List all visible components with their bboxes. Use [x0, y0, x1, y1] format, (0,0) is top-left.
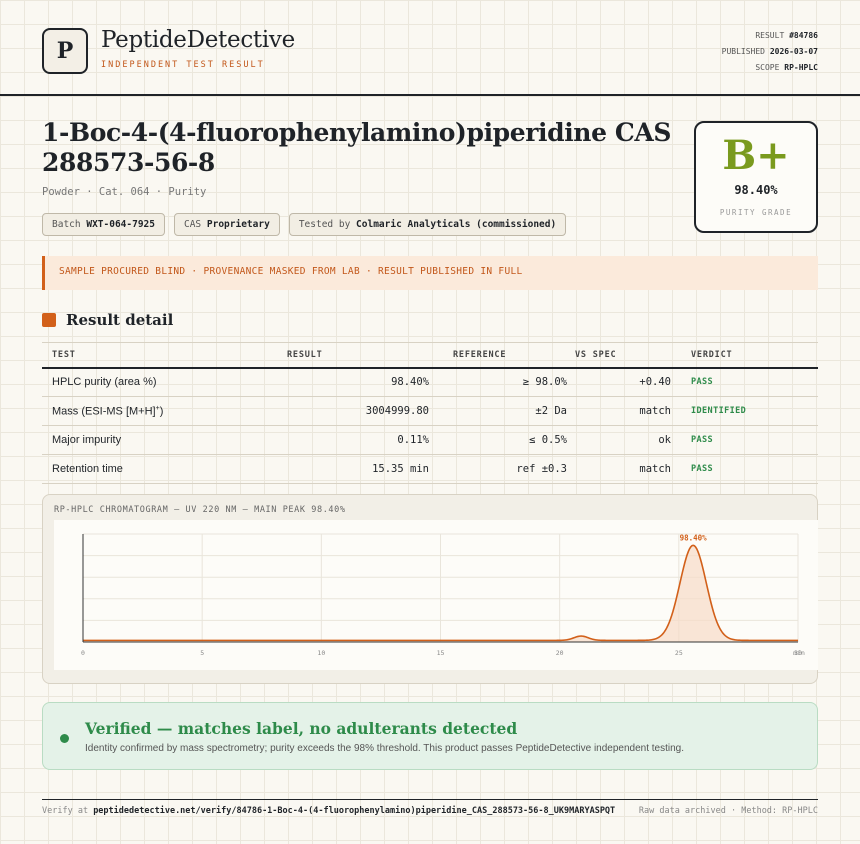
test-name-end: ): [159, 405, 164, 418]
chromatogram-card: RP-HPLC CHROMATOGRAM — UV 220 NM — MAIN …: [42, 494, 818, 684]
verified-title: Verified — matches label, no adulterants…: [85, 719, 518, 738]
grade-letter: B+: [722, 132, 790, 179]
test-reference: ref ±0.3: [437, 454, 575, 484]
verify-link[interactable]: peptidedetective.net/verify/84786-1-Boc-…: [93, 806, 616, 816]
footer-divider: [42, 799, 818, 800]
x-tick-label: 5: [200, 649, 204, 657]
footer-method: Raw data archived · Method: RP-HPLC: [638, 806, 818, 816]
brand-tagline: INDEPENDENT TEST RESULT: [101, 60, 265, 70]
test-name-sup: +: [155, 404, 160, 412]
test-reference: ≥ 98.0%: [437, 367, 575, 397]
logo-letter: P: [56, 38, 74, 64]
batch-tag: Batch WXT-064-7925: [42, 213, 165, 236]
tag-label: CAS: [183, 219, 202, 230]
tag-label: Tested by: [298, 219, 351, 230]
tag-value: WXT-064-7925: [86, 219, 155, 230]
signal-line: [83, 544, 798, 642]
test-vs-spec: match: [575, 396, 691, 426]
product-subline: Powder · Cat. 064 · Purity: [42, 186, 207, 198]
test-result: 98.40%: [222, 367, 437, 397]
x-tick-label: 15: [437, 649, 445, 657]
x-tick-label: 30: [794, 649, 802, 657]
verify-label: Verify at: [42, 806, 89, 816]
test-name-text: Mass (ESI-MS [M+H]: [52, 405, 156, 418]
report-header: P PeptideDetective INDEPENDENT TEST RESU…: [42, 26, 818, 76]
test-vs-spec: match: [575, 454, 691, 484]
x-tick-label: 25: [675, 649, 683, 657]
report-meta: RESULT #84786 PUBLISHED 2026-03-07 SCOPE…: [722, 28, 818, 76]
x-tick-label: 10: [317, 649, 325, 657]
chart-title: RP-HPLC CHROMATOGRAM — UV 220 NM — MAIN …: [54, 505, 346, 515]
tag-label: Batch: [52, 219, 81, 230]
result-table: TEST RESULT REFERENCE VS SPEC VERDICT HP…: [42, 342, 818, 484]
test-result: 15.35 min: [222, 454, 437, 484]
scope-label: SCOPE: [755, 63, 780, 72]
header-divider: [0, 94, 860, 96]
test-vs-spec: +0.40: [575, 367, 691, 397]
table-header-row: TEST RESULT REFERENCE VS SPEC VERDICT: [42, 342, 818, 369]
peak-label: 98.40%: [680, 533, 708, 542]
brand-logo[interactable]: P: [42, 28, 88, 74]
col-vs-spec: VS SPEC: [575, 342, 691, 369]
table-row: Major impurity 0.11% ≤ 0.5% ok PASS: [42, 425, 818, 455]
x-tick-label: 0: [81, 649, 85, 657]
test-result: 3004999.80: [222, 396, 437, 426]
verify-line: Verify at peptidedetective.net/verify/84…: [42, 806, 615, 816]
test-name: Major impurity: [42, 425, 222, 455]
table-row: Retention time 15.35 min ref ±0.3 match …: [42, 454, 818, 484]
col-result: RESULT: [222, 342, 437, 369]
section-marker-icon: [42, 313, 56, 327]
published-date: 2026-03-07: [769, 47, 818, 56]
cas-tag: CAS Proprietary: [173, 213, 280, 236]
verified-status-icon: [60, 734, 69, 743]
tag-value: Colmaric Analyticals (commissioned): [356, 219, 557, 230]
scope-value: RP-HPLC: [784, 63, 818, 72]
test-verdict: PASS: [691, 367, 818, 397]
verified-text: Identity confirmed by mass spectrometry;…: [85, 743, 685, 754]
result-label: RESULT: [755, 31, 785, 40]
grade-percent: 98.40%: [734, 183, 778, 197]
test-verdict: PASS: [691, 454, 818, 484]
purity-grade-card: B+ 98.40% PURITY GRADE: [694, 121, 818, 233]
tested-by-tag: Tested by Colmaric Analyticals (commissi…: [288, 213, 567, 236]
published-label: PUBLISHED: [721, 47, 765, 56]
col-reference: REFERENCE: [437, 342, 575, 369]
test-reference: ≤ 0.5%: [437, 425, 575, 455]
test-vs-spec: ok: [575, 425, 691, 455]
section-title: Result detail: [66, 311, 174, 329]
tag-value: Proprietary: [206, 219, 270, 230]
test-name: HPLC purity (area %): [42, 367, 222, 397]
table-row: Mass (ESI-MS [M+H]+) 3004999.80 ±2 Da ma…: [42, 396, 818, 426]
chart-plot-area: 0 5 10 15 20 25 30 min 98.40%: [54, 520, 818, 670]
brand-name[interactable]: PeptideDetective: [101, 27, 295, 53]
col-test: TEST: [42, 342, 222, 369]
grade-label: PURITY GRADE: [719, 208, 793, 217]
test-reference: ±2 Da: [437, 396, 575, 426]
test-verdict: PASS: [691, 425, 818, 455]
test-result: 0.11%: [222, 425, 437, 455]
product-title: 1-Boc-4-(4-fluorophenylamino)piperidine …: [42, 118, 672, 177]
result-id: #84786: [789, 31, 818, 40]
test-verdict: IDENTIFIED: [691, 396, 818, 426]
product-tags: Batch WXT-064-7925 CAS Proprietary Teste…: [42, 213, 567, 236]
test-name: Retention time: [42, 454, 222, 484]
x-tick-label: 20: [556, 649, 564, 657]
x-unit-label: min: [793, 649, 805, 657]
col-verdict: VERDICT: [691, 342, 818, 369]
blind-sample-notice: SAMPLE PROCURED BLIND · PROVENANCE MASKE…: [42, 256, 818, 290]
test-name: Mass (ESI-MS [M+H]+): [42, 396, 222, 426]
verified-banner: Verified — matches label, no adulterants…: [42, 702, 818, 770]
result-detail-heading: Result detail: [42, 311, 173, 329]
table-row: HPLC purity (area %) 98.40% ≥ 98.0% +0.4…: [42, 367, 818, 397]
